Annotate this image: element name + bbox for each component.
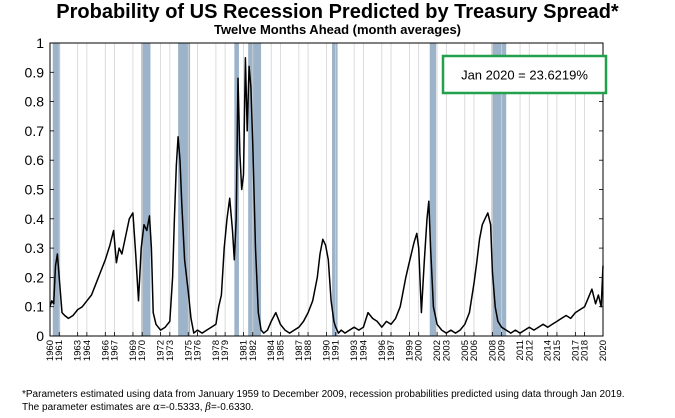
x-tick-label: 1970 [137,340,148,361]
x-tick-label: 1990 [322,340,333,361]
footnote-parameter-estimates: The parameter estimates are α=-0.5333, β… [22,402,254,414]
x-tick-label: 1985 [275,340,286,361]
x-tick-label: 1972 [156,340,167,361]
y-tick-label: 0.7 [25,123,45,139]
x-tick-label: 1961 [54,340,65,361]
y-tick-label: 0.8 [25,94,45,110]
y-axis-ticks: 0 0.1 0.2 0.3 0.4 0.5 0.6 0.7 0.8 0.9 1 [25,35,603,344]
x-tick-label: 2009 [497,340,508,361]
x-tick-label: 2014 [543,340,554,361]
x-tick-label: 2002 [432,340,443,361]
footnote-prefix: The parameter estimates are [22,402,154,413]
y-tick-label: 0.9 [25,64,45,80]
x-tick-label: 1991 [331,340,342,361]
x-tick-label: 1984 [266,340,277,361]
y-tick-label: 0.4 [25,211,45,227]
recession-band [429,43,437,336]
y-tick-label: 0.6 [25,152,45,168]
annotation-text: Jan 2020 = 23.6219% [461,68,588,83]
x-tick-label: 1976 [192,340,203,361]
x-tick-label: 1993 [349,340,360,361]
x-tick-label: 1964 [82,340,93,361]
y-tick-label: 0 [36,328,44,344]
x-tick-label: 1981 [239,340,250,361]
y-tick-label: 0.3 [25,240,45,256]
footnote-parameters-period: *Parameters estimated using data from Ja… [22,389,625,400]
y-tick-label: 0.5 [25,182,45,198]
x-tick-label: 1973 [165,340,176,361]
beta-symbol: β [205,402,212,413]
y-tick-label: 0.2 [25,269,45,285]
x-tick-label: 1967 [110,340,121,361]
x-tick-label: 1969 [128,340,139,361]
x-tick-label: 2006 [469,340,480,361]
beta-value: =-0.6330. [211,402,254,413]
x-tick-label: 1988 [303,340,314,361]
chart-subtitle: Twelve Months Ahead (month averages) [213,22,462,37]
x-tick-label: 2017 [570,340,581,361]
recession-band [332,43,338,336]
recession-band [491,43,507,336]
x-tick-label: 1997 [386,340,397,361]
alpha-symbol: α [153,402,160,413]
y-tick-label: 1 [36,35,44,51]
x-tick-label: 2008 [487,340,498,361]
x-tick-label: 1999 [404,340,415,361]
x-tick-label: 1982 [248,340,259,361]
x-tick-label: 2020 [598,340,609,361]
probability-series [49,56,604,334]
x-tick-label: 2011 [515,340,526,360]
x-tick-label: 2003 [441,340,452,361]
x-tick-label: 1994 [358,340,369,361]
x-tick-label: 1987 [294,340,305,361]
y-tick-label: 0.1 [25,299,45,315]
alpha-value: =-0.5333, [159,402,206,413]
x-tick-label: 2005 [460,340,471,361]
recession-band [52,43,61,336]
x-tick-label: 1966 [100,340,111,361]
recession-band [178,43,191,336]
x-tick-label: 2018 [580,340,591,361]
x-tick-label: 1963 [73,340,84,361]
x-tick-label: 2012 [524,340,535,361]
annotation-box [441,54,608,95]
x-tick-label: 1975 [183,340,194,361]
x-tick-label: 2000 [414,340,425,361]
recession-bands [52,43,507,336]
probability-line [49,56,604,334]
x-tick-label: 1996 [377,340,388,361]
x-tick-label: 1960 [45,340,56,361]
x-tick-label: 2015 [552,340,563,361]
chart-title: Probability of US Recession Predicted by… [56,1,619,23]
vertical-gridlines [49,43,604,336]
x-tick-label: 1978 [211,340,222,361]
x-tick-label: 1979 [220,340,231,361]
recession-band [141,43,151,336]
